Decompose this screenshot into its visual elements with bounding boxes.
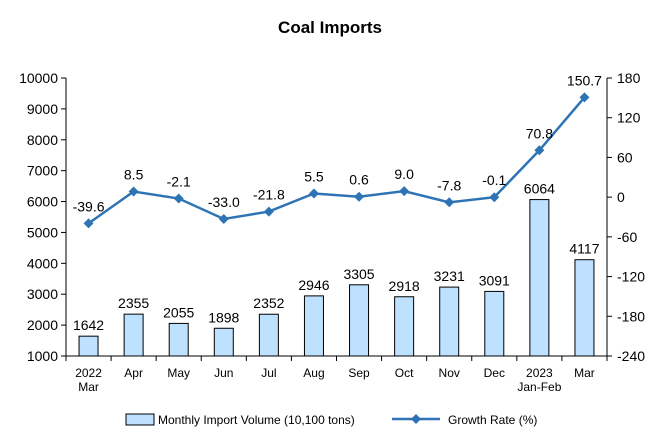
bar-value-label: 3091 (479, 272, 510, 288)
right-tick-label: -120 (617, 269, 645, 285)
x-tick-label: Oct (395, 366, 414, 380)
line-point (489, 192, 500, 203)
left-tick-label: 9000 (27, 101, 58, 117)
line-point (263, 206, 274, 217)
bar (574, 259, 595, 357)
left-tick-label: 8000 (27, 132, 58, 148)
bar-value-label: 3305 (343, 266, 374, 282)
bar (439, 286, 460, 357)
x-tick-label: Sep (348, 366, 370, 380)
bar-value-label: 2946 (298, 277, 329, 293)
line-value-label: -21.8 (253, 187, 285, 203)
left-tick-label: 6000 (27, 194, 58, 210)
line-value-label: 0.6 (349, 172, 369, 188)
left-tick-label: 2000 (27, 317, 58, 333)
bar-value-label: 2355 (118, 295, 149, 311)
x-tick-label: Mar (78, 380, 99, 394)
bar-series (78, 199, 595, 357)
right-tick-label: -180 (617, 308, 645, 324)
left-tick-label: 4000 (27, 255, 58, 271)
right-tick-label: -60 (617, 229, 637, 245)
right-tick-label: 60 (617, 149, 633, 165)
bar-value-label: 3231 (434, 268, 465, 284)
bar-value-label: 2055 (163, 304, 194, 320)
bar-value-label: 1642 (73, 317, 104, 333)
line-value-label: 150.7 (567, 72, 602, 88)
bar-value-label: 6064 (524, 181, 555, 197)
bar-labels: 1642 2355 2055 1898 2352 2946 3305 2918 3231 3091… (73, 181, 600, 334)
bar (123, 313, 144, 357)
x-tick-label: Aug (303, 366, 324, 380)
line-value-label: -7.8 (437, 177, 461, 193)
x-tick-label: Jul (261, 366, 276, 380)
line-value-label: 5.5 (304, 169, 324, 185)
x-tick-label: Jan-Feb (517, 380, 561, 394)
x-tick-label: Nov (439, 366, 460, 380)
line-value-label: 9.0 (394, 166, 414, 182)
line-point (218, 213, 229, 224)
bar (303, 295, 324, 357)
line-point (83, 218, 94, 229)
bar (213, 327, 234, 357)
legend-bar-swatch (125, 413, 155, 426)
x-tick-label: May (167, 366, 190, 380)
line-value-label: 8.5 (124, 167, 144, 183)
line-value-label: -39.6 (73, 198, 105, 214)
legend-bar-label: Monthly Import Volume (10,100 tons) (158, 413, 355, 427)
right-tick-label: 0 (617, 189, 625, 205)
x-tick-label: Dec (484, 366, 505, 380)
line-series (83, 92, 590, 229)
line-point (354, 191, 365, 202)
left-tick-label: 3000 (27, 286, 58, 302)
bar-value-label: 2352 (253, 295, 284, 311)
line-value-label: -33.0 (208, 194, 240, 210)
bar (394, 296, 415, 357)
line-value-label: -2.1 (167, 174, 191, 190)
bar-value-label: 4117 (569, 241, 599, 257)
bar (168, 322, 189, 357)
bar (78, 335, 99, 357)
bar (484, 290, 505, 357)
line-labels: -39.6 8.5 -2.1 -33.0 -21.8 5.5 0.6 9.0 -7.8 -0.1 7… (73, 72, 603, 214)
x-tick-label: Jun (214, 366, 233, 380)
bar-value-label: 2918 (389, 278, 420, 294)
right-tick-label: 120 (617, 110, 641, 126)
x-tick-label: Mar (574, 366, 595, 380)
right-tick-label: -240 (617, 348, 645, 364)
bar (258, 313, 279, 357)
legend-line-label: Growth Rate (%) (448, 413, 537, 427)
bar (529, 199, 550, 357)
line-point (173, 193, 184, 204)
line-point (444, 197, 455, 208)
line-value-label: 70.8 (526, 125, 553, 141)
x-tick-label: 2022 (75, 366, 102, 380)
left-tick-label: 7000 (27, 163, 58, 179)
left-tick-label: 10000 (19, 70, 58, 86)
legend-line-marker (411, 414, 421, 424)
line-point (579, 92, 590, 103)
line-point (128, 186, 139, 197)
line-value-label: -0.1 (482, 172, 506, 188)
x-tick-label: Apr (124, 366, 143, 380)
axes: 1000 2000 3000 4000 5000 6000 7000 8000 9000 1000… (19, 70, 645, 364)
chart-title: Coal Imports (278, 18, 382, 37)
line-point (308, 188, 319, 199)
left-tick-label: 5000 (27, 224, 58, 240)
x-tick-label: 2023 (526, 366, 553, 380)
bar (349, 284, 370, 357)
bar-value-label: 1898 (208, 309, 239, 325)
right-tick-label: 180 (617, 70, 641, 86)
line-point (399, 186, 410, 197)
growth-line (87, 96, 586, 225)
line-point (534, 145, 545, 156)
legend: Monthly Import Volume (10,100 tons) Grow… (125, 413, 537, 427)
left-tick-label: 1000 (27, 348, 58, 364)
